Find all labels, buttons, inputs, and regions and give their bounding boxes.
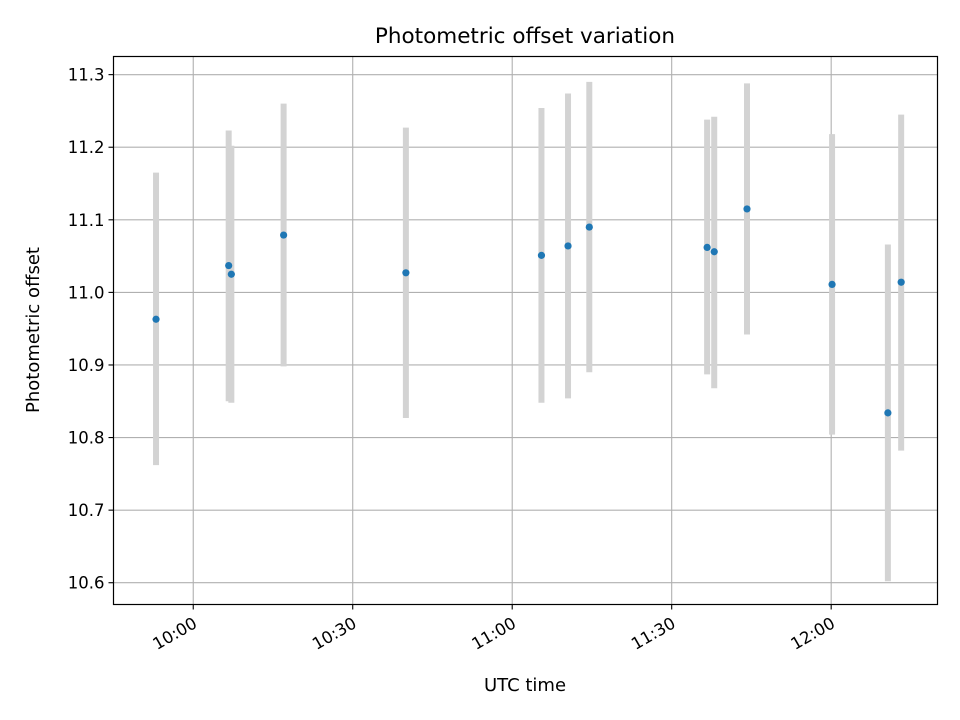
data-point bbox=[564, 242, 572, 250]
data-point bbox=[585, 223, 593, 231]
y-tick-label: 11.3 bbox=[68, 66, 105, 85]
data-point bbox=[227, 270, 235, 278]
data-point bbox=[280, 231, 288, 239]
data-point bbox=[152, 315, 160, 323]
data-point bbox=[884, 409, 892, 417]
y-tick-label: 10.7 bbox=[68, 501, 105, 520]
data-point bbox=[828, 280, 836, 289]
data-point bbox=[537, 251, 546, 259]
y-tick-label: 11.1 bbox=[68, 211, 105, 230]
data-point bbox=[225, 261, 233, 270]
y-tick-label: 11.2 bbox=[68, 138, 105, 157]
y-tick-label: 10.8 bbox=[68, 429, 105, 448]
y-tick-label: 11.0 bbox=[68, 283, 105, 302]
plot-area-frame bbox=[112, 55, 939, 606]
chart-title: Photometric offset variation bbox=[375, 24, 675, 49]
x-axis-label: UTC time bbox=[484, 675, 566, 696]
data-point bbox=[703, 243, 711, 251]
y-axis-label: Photometric offset bbox=[23, 247, 44, 413]
y-tick-label: 10.6 bbox=[68, 574, 105, 593]
data-point bbox=[402, 269, 410, 277]
y-tick-label: 10.9 bbox=[68, 356, 105, 375]
data-point bbox=[743, 205, 751, 213]
data-points bbox=[152, 205, 905, 417]
data-point bbox=[897, 278, 905, 286]
data-point bbox=[710, 248, 718, 256]
